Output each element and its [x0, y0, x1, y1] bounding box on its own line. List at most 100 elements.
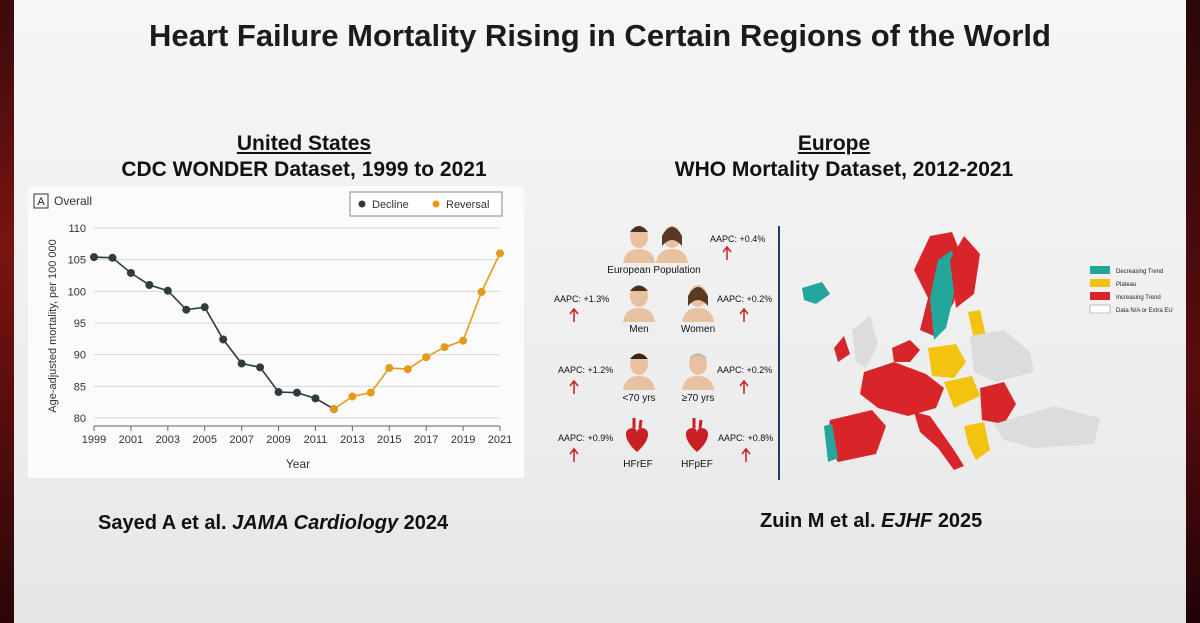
europe-citation-authors: Zuin M et al. — [760, 510, 876, 532]
legend-label-decline: Decline — [372, 199, 409, 211]
data-point-reversal — [477, 287, 486, 296]
group-label-70-plus: ≥70 yrs — [682, 393, 715, 404]
us-heading: United States — [236, 132, 372, 155]
map-region-increasing — [826, 410, 886, 462]
data-point-reversal — [348, 392, 357, 401]
us-subheading: CDC WONDER Dataset, 1999 to 2021 — [121, 158, 487, 181]
map-region-decreasing — [802, 282, 830, 304]
y-tick-label: 110 — [68, 223, 86, 235]
data-point-decline — [182, 305, 191, 314]
x-tick-label: 2019 — [451, 434, 475, 446]
us-citation: Sayed A et al. JAMA Cardiology 2024 — [98, 512, 448, 535]
data-point-reversal — [329, 405, 338, 414]
panel-label: A — [37, 196, 45, 208]
europe-citation-year: 2025 — [937, 510, 983, 532]
map-region-increasing — [860, 362, 944, 416]
slide: Heart Failure Mortality Rising in Certai… — [14, 0, 1186, 623]
map-legend: Decreasing Trend Plateau Increasing Tren… — [1089, 266, 1173, 314]
map-region-decreasing — [824, 424, 838, 462]
heart-icon — [624, 416, 650, 454]
map-region-no-data — [970, 330, 1034, 382]
map-legend-swatch-plateau — [1090, 279, 1110, 287]
x-tick-label: 2005 — [192, 434, 216, 446]
face-under-70 — [623, 353, 655, 390]
map-region-plateau — [964, 422, 990, 460]
data-point-decline — [219, 335, 228, 344]
chart-legend: Decline Reversal — [349, 191, 503, 217]
face-70-plus — [682, 353, 714, 390]
face-european-population — [623, 226, 688, 263]
heart-icon — [684, 416, 710, 454]
aapc-70-plus: AAPC: +0.2% — [717, 365, 772, 375]
panel-title: Overall — [54, 194, 92, 208]
europe-citation-journal: EJHF — [881, 510, 933, 532]
map-region-increasing — [834, 336, 850, 362]
y-axis-label: Age-adjusted mortality, per 100 000 — [47, 239, 59, 412]
aapc-women: AAPC: +0.2% — [717, 294, 772, 304]
map-region-decreasing — [930, 250, 958, 340]
aapc-under-70: AAPC: +1.2% — [558, 365, 613, 375]
legend-label-reversal: Reversal — [446, 199, 489, 211]
face-men — [623, 285, 655, 322]
data-point-decline — [90, 253, 98, 262]
data-point-decline — [293, 388, 301, 397]
up-arrow-icon — [739, 379, 749, 394]
y-tick-label: 85 — [74, 381, 86, 393]
y-tick-label: 95 — [74, 318, 86, 330]
map-region-plateau — [968, 310, 986, 340]
data-point-decline — [256, 363, 265, 372]
map-region-increasing — [914, 412, 964, 470]
data-point-decline — [163, 286, 172, 295]
x-tick-label: 2021 — [488, 434, 512, 446]
x-tick-label: 1999 — [82, 434, 106, 446]
up-arrow-icon — [722, 245, 732, 260]
map-legend-label-decreasing: Decreasing Trend — [1116, 269, 1163, 275]
slide-title: Heart Failure Mortality Rising in Certai… — [149, 18, 1051, 53]
map-region-plateau — [944, 376, 980, 408]
map-legend-label-plateau: Plateau — [1116, 282, 1136, 288]
map-legend-label-increasing: Increasing Trend — [1116, 295, 1161, 301]
x-tick-label: 2003 — [156, 434, 180, 446]
x-tick-label: 2013 — [340, 434, 364, 446]
data-point-reversal — [440, 343, 449, 352]
y-tick-label: 90 — [74, 350, 86, 362]
face-women — [682, 285, 714, 322]
up-arrow-icon — [569, 379, 579, 394]
x-tick-label: 2015 — [377, 434, 401, 446]
europe-map — [802, 232, 1100, 470]
map-region-increasing — [980, 382, 1016, 424]
group-label-under-70: <70 yrs — [622, 393, 655, 404]
group-label-men: Men — [629, 324, 648, 335]
legend-marker-decline — [358, 200, 366, 208]
up-arrow-icon — [569, 447, 579, 462]
map-legend-label-no-data: Data N/A or Extra EU — [1116, 308, 1173, 314]
us-citation-journal: JAMA Cardiology — [232, 512, 399, 534]
x-tick-label: 2017 — [414, 434, 438, 446]
map-legend-swatch-decreasing — [1090, 266, 1110, 274]
data-point-reversal — [385, 363, 394, 372]
x-tick-label: 2001 — [119, 434, 143, 446]
group-label-women: Women — [681, 324, 715, 335]
group-label-european-population: European Population — [607, 265, 700, 276]
x-tick-label: 2011 — [304, 434, 328, 446]
x-axis-label: Year — [286, 457, 310, 471]
data-point-reversal — [422, 353, 431, 362]
data-point-decline — [126, 268, 135, 277]
map-region-increasing — [950, 236, 980, 308]
europe-subheading: WHO Mortality Dataset, 2012-2021 — [674, 158, 1014, 181]
y-tick-label: 105 — [68, 255, 86, 267]
map-legend-swatch-increasing — [1090, 292, 1110, 300]
map-region-increasing — [892, 340, 920, 362]
data-point-decline — [311, 394, 320, 403]
data-point-reversal — [366, 388, 375, 397]
up-arrow-icon — [569, 307, 579, 322]
data-point-reversal — [459, 336, 468, 345]
panel-label-box — [33, 193, 49, 209]
data-point-decline — [145, 281, 154, 289]
group-label-hfref: HFrEF — [623, 459, 652, 470]
up-arrow-icon — [741, 447, 751, 462]
series-line-reversal — [333, 252, 501, 410]
data-point-decline — [108, 253, 117, 262]
map-region-no-data — [852, 316, 878, 368]
map-region-no-data — [994, 406, 1100, 448]
